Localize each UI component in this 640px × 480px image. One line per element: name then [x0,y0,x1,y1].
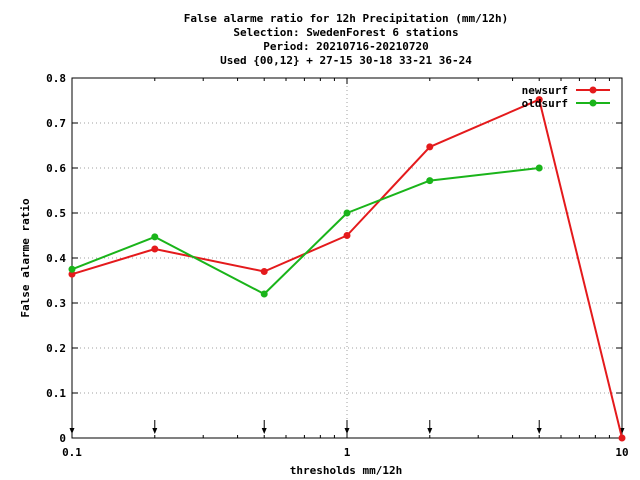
y-tick-label: 0.6 [46,162,66,175]
x-tick-label: 10 [615,446,628,459]
threshold-marker-arrow [427,428,433,434]
data-point-oldsurf [535,164,543,172]
y-tick-label: 0.3 [46,297,66,310]
data-point-newsurf [426,143,434,151]
y-tick-label: 0.2 [46,342,66,355]
y-tick-label: 0.8 [46,72,66,85]
y-axis-label: False alarme ratio [19,198,32,318]
grid [72,78,622,438]
data-point-oldsurf [68,265,76,273]
threshold-marker-arrow [344,428,350,434]
data-point-newsurf [535,96,543,104]
legend-label-oldsurf: oldsurf [522,97,568,110]
data-point-oldsurf [426,177,434,185]
data-point-oldsurf [151,233,159,241]
threshold-marker-arrow [536,428,542,434]
chart-title: False alarme ratio for 12h Precipitation… [184,12,509,67]
y-tick-label: 0.1 [46,387,66,400]
y-axis: 0 0.1 0.2 0.3 0.4 0.5 0.6 0.7 0.8 [46,72,622,445]
data-point-newsurf [618,434,626,442]
y-tick-label: 0 [59,432,66,445]
title-line-3: Period: 20210716-20210720 [263,40,429,53]
threshold-marker-arrow [152,428,158,434]
title-line-1: False alarme ratio for 12h Precipitation… [184,12,509,25]
data-point-oldsurf [260,290,268,298]
y-tick-label: 0.5 [46,207,66,220]
x-axis: 0.1 1 10 [62,78,629,459]
legend-label-newsurf: newsurf [522,84,568,97]
legend-point-newsurf [589,86,597,94]
data-point-newsurf [260,268,268,275]
x-tick-label: 1 [344,446,351,459]
series-line-oldsurf [71,167,540,295]
data-point-oldsurf [343,209,351,217]
y-tick-label: 0.7 [46,117,66,130]
data-point-newsurf [68,270,76,278]
x-tick-label: 0.1 [62,446,82,459]
data-point-newsurf [151,245,159,253]
data-point-newsurf [343,232,351,239]
threshold-marker-arrow [261,428,267,434]
x-axis-label: thresholds mm/12h [290,464,403,477]
title-line-4: Used {00,12} + 27-15 30-18 33-21 36-24 [220,54,472,67]
title-line-2: Selection: SwedenForest 6 stations [233,26,458,39]
legend-point-oldsurf [589,99,597,107]
series [68,96,626,442]
threshold-markers [69,420,625,434]
y-tick-label: 0.4 [46,252,66,265]
